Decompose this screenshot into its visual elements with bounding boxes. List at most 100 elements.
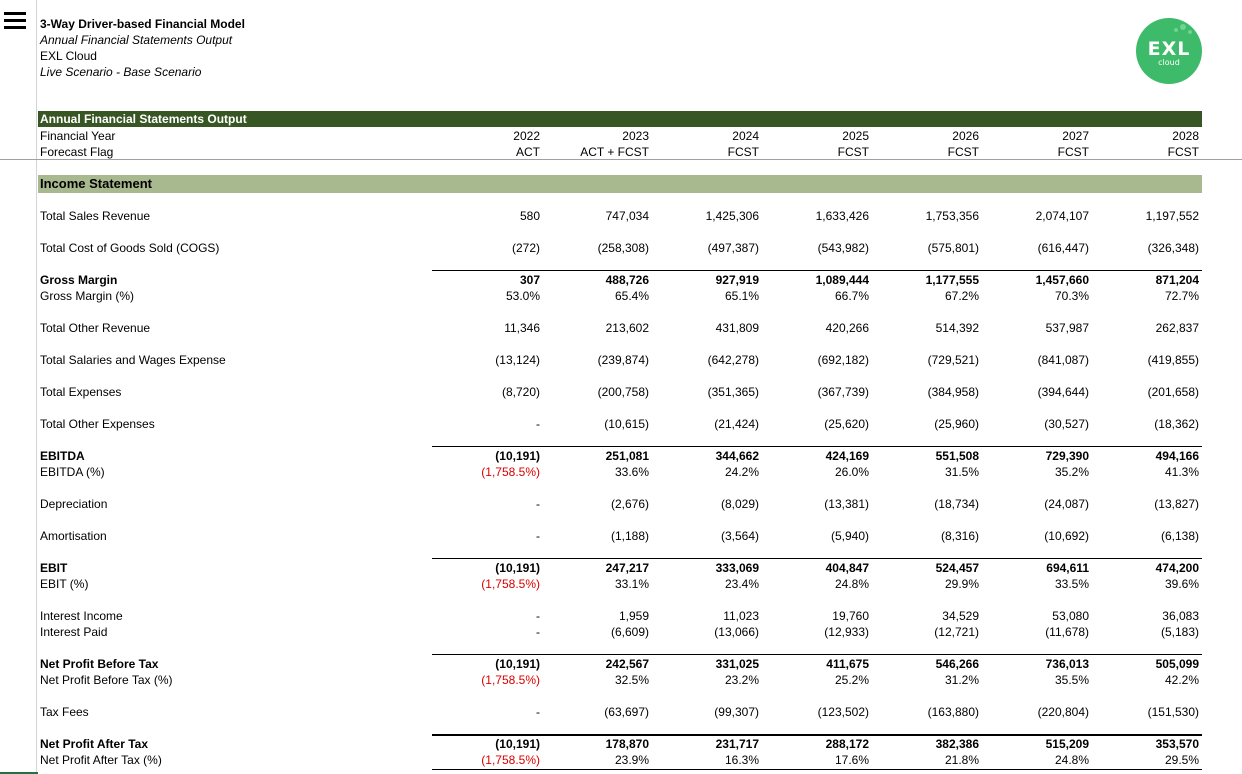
row-value: 53.0% — [505, 289, 540, 303]
row-value: (394,644) — [1037, 385, 1089, 399]
row-value: 25.2% — [834, 673, 869, 687]
row-label: Net Profit Before Tax (%) — [40, 673, 173, 687]
row-value: (497,387) — [707, 241, 759, 255]
row-value: (151,530) — [1147, 705, 1199, 719]
flag-header: ACT — [516, 145, 540, 159]
subtotal-rule — [432, 558, 1202, 559]
row-value: (12,933) — [824, 625, 869, 639]
row-value: (25,960) — [934, 417, 979, 431]
logo-text: EXL — [1147, 38, 1191, 60]
row-value: 927,919 — [715, 273, 759, 287]
row-value: 344,662 — [715, 449, 759, 463]
row-value: 32.5% — [614, 673, 649, 687]
row-value: 23.2% — [724, 673, 759, 687]
row-label: Total Expenses — [40, 385, 122, 399]
row-label: Net Profit After Tax (%) — [40, 753, 162, 767]
row-value: 17.6% — [834, 753, 869, 767]
row-value: 515,209 — [1045, 737, 1089, 751]
row-value: (543,982) — [817, 241, 869, 255]
row-value: 251,081 — [605, 449, 649, 463]
row-value: (201,658) — [1147, 385, 1199, 399]
year-header: 2028 — [1172, 129, 1199, 143]
row-label: EBIT — [40, 561, 68, 575]
row-label: EBIT (%) — [40, 577, 89, 591]
row-value: (575,801) — [927, 241, 979, 255]
row-value: 546,266 — [935, 657, 979, 671]
total-double-rule — [432, 769, 1202, 770]
subtotal-rule — [432, 270, 1202, 271]
row-value: 247,217 — [605, 561, 649, 575]
row-value: 431,809 — [715, 321, 759, 335]
row-value: (6,609) — [610, 625, 649, 639]
row-value: 11,346 — [504, 321, 540, 335]
financial-year-label: Financial Year — [40, 129, 116, 143]
row-value: (8,316) — [940, 529, 979, 543]
subtotal-rule — [432, 446, 1202, 447]
row-value: (10,191) — [495, 561, 540, 575]
row-label: Interest Paid — [40, 625, 108, 639]
row-value: - — [536, 609, 540, 623]
row-value: 537,987 — [1045, 321, 1089, 335]
row-value: (1,758.5%) — [481, 577, 540, 591]
row-value: 382,386 — [935, 737, 979, 751]
row-value: 66.7% — [834, 289, 869, 303]
row-value: 1,959 — [618, 609, 649, 623]
row-value: 494,166 — [1155, 449, 1199, 463]
row-label: Total Cost of Goods Sold (COGS) — [40, 241, 220, 255]
row-value: 35.5% — [1054, 673, 1089, 687]
row-value: (13,124) — [495, 353, 540, 367]
row-value: 23.9% — [614, 753, 649, 767]
row-value: (21,424) — [714, 417, 759, 431]
row-value: 36,083 — [1162, 609, 1199, 623]
row-value: (642,278) — [707, 353, 759, 367]
row-value: (729,521) — [927, 353, 979, 367]
row-value: - — [536, 625, 540, 639]
row-value: (99,307) — [714, 705, 759, 719]
row-value: (25,620) — [824, 417, 869, 431]
row-value: (2,676) — [610, 497, 649, 511]
row-value: (258,308) — [597, 241, 649, 255]
row-value: (10,191) — [495, 737, 540, 751]
row-value: 474,200 — [1155, 561, 1199, 575]
row-label: Net Profit Before Tax — [40, 657, 159, 671]
row-value: (10,615) — [604, 417, 649, 431]
row-value: 31.2% — [944, 673, 979, 687]
row-value: 331,025 — [715, 657, 759, 671]
year-header: 2027 — [1062, 129, 1089, 143]
row-value: 871,204 — [1155, 273, 1199, 287]
row-value: 24.8% — [1054, 753, 1089, 767]
row-value: 65.1% — [724, 289, 759, 303]
row-value: 33.5% — [1054, 577, 1089, 591]
row-value: (63,697) — [604, 705, 649, 719]
row-value: (11,678) — [1045, 625, 1089, 639]
row-value: (692,182) — [817, 353, 869, 367]
year-header: 2023 — [622, 129, 649, 143]
menu-icon[interactable] — [4, 12, 26, 32]
row-value: (200,758) — [597, 385, 649, 399]
row-value: 420,266 — [825, 321, 869, 335]
row-value: (1,758.5%) — [481, 465, 540, 479]
row-value: (239,874) — [597, 353, 649, 367]
row-value: (18,362) — [1154, 417, 1199, 431]
row-value: (5,940) — [830, 529, 869, 543]
logo-subtext: cloud — [1158, 58, 1180, 67]
row-value: (1,188) — [610, 529, 649, 543]
subtotal-rule — [432, 734, 1202, 736]
row-value: 33.1% — [614, 577, 649, 591]
row-value: 72.7% — [1164, 289, 1199, 303]
row-value: 514,392 — [935, 321, 979, 335]
row-value: (13,381) — [824, 497, 869, 511]
row-value: 33.6% — [614, 465, 649, 479]
row-value: 26.0% — [834, 465, 869, 479]
company-name: EXL Cloud — [40, 49, 97, 63]
row-value: 24.8% — [834, 577, 869, 591]
row-value: (8,720) — [501, 385, 540, 399]
row-value: (616,447) — [1037, 241, 1089, 255]
row-value: 1,089,444 — [815, 273, 869, 287]
row-value: 42.2% — [1164, 673, 1199, 687]
row-value: 65.4% — [614, 289, 649, 303]
row-value: 231,717 — [715, 737, 759, 751]
model-title: 3-Way Driver-based Financial Model — [40, 17, 245, 31]
row-value: 34,529 — [942, 609, 979, 623]
row-value: 1,177,555 — [925, 273, 979, 287]
